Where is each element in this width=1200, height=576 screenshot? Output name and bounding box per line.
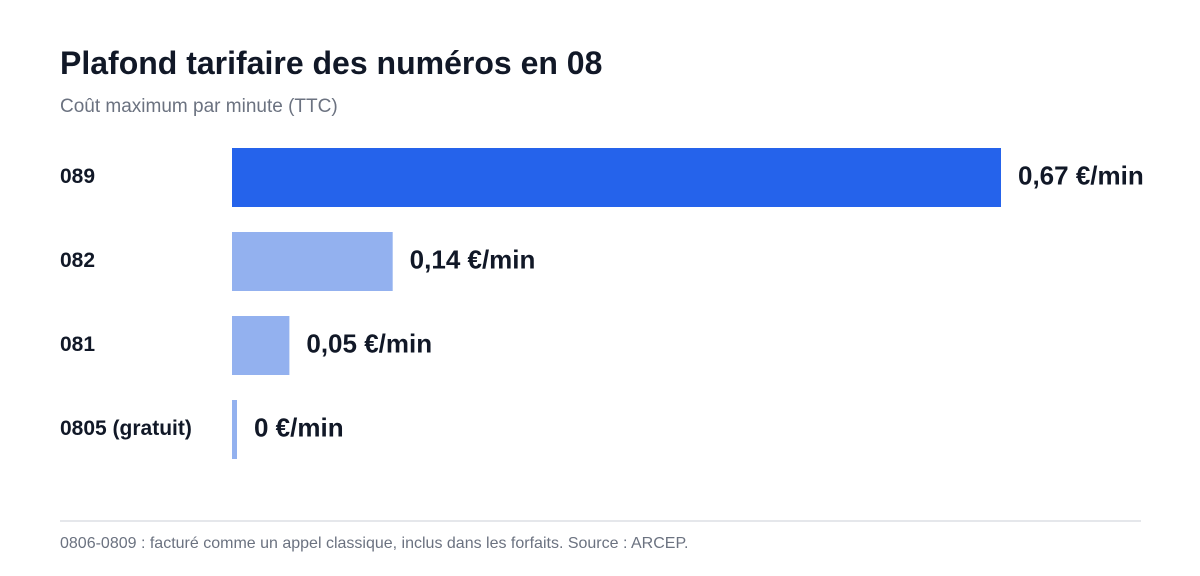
category-label: 082 bbox=[60, 249, 95, 272]
category-label: 0805 (gratuit) bbox=[60, 417, 192, 440]
bar bbox=[232, 400, 237, 459]
category-label: 089 bbox=[60, 165, 95, 188]
value-label: 0,67 €/min bbox=[1018, 160, 1144, 190]
footnote: 0806-0809 : facturé comme un appel class… bbox=[60, 535, 689, 552]
bar-chart-plot: 089 0,67 €/min 082 0,14 €/min 081 0,05 €/min 0… bbox=[60, 148, 1144, 459]
value-label: 0,14 €/min bbox=[410, 244, 536, 274]
footer-divider bbox=[60, 520, 1141, 522]
value-label: 0 €/min bbox=[254, 412, 344, 442]
bar bbox=[232, 148, 1001, 207]
value-label: 0,05 €/min bbox=[306, 328, 432, 358]
category-label: 081 bbox=[60, 333, 95, 356]
chart-subtitle: Coût maximum par minute (TTC) bbox=[60, 96, 338, 117]
bar bbox=[232, 232, 393, 291]
bar bbox=[232, 316, 290, 375]
chart-title: Plafond tarifaire des numéros en 08 bbox=[60, 45, 603, 81]
